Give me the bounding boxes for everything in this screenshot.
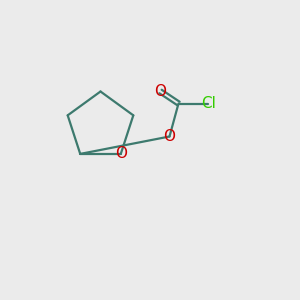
Text: Cl: Cl [201,96,216,111]
Text: O: O [154,84,166,99]
Text: O: O [164,129,175,144]
Text: O: O [115,146,127,161]
